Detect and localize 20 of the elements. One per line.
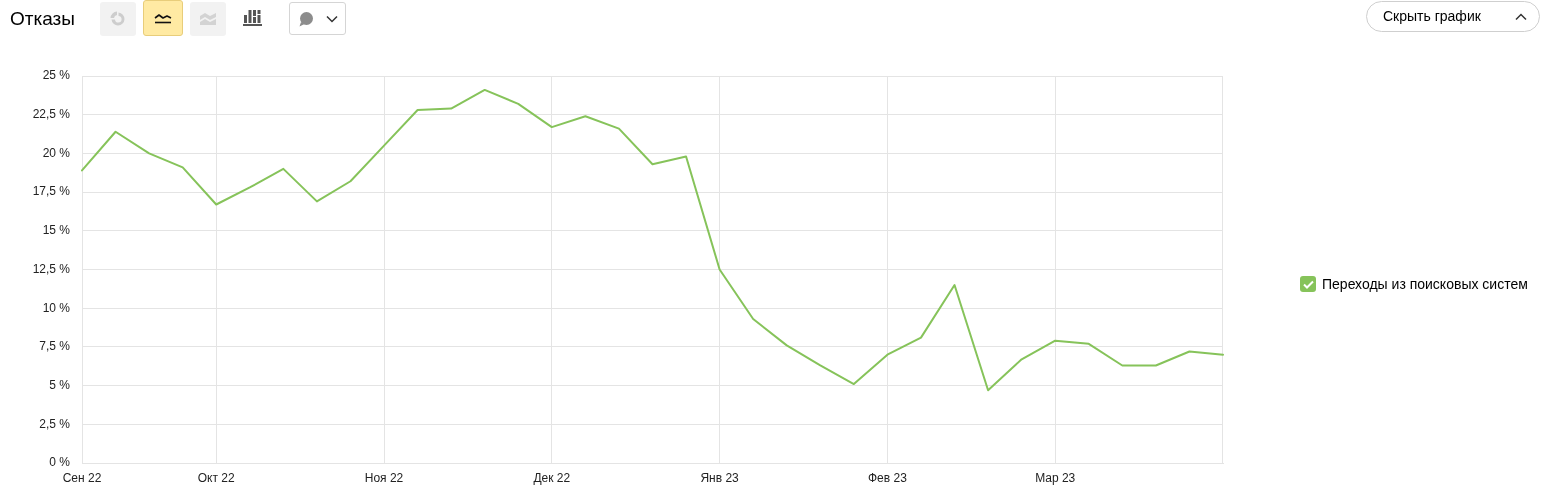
x-tick-label: Дек 22 bbox=[533, 470, 571, 485]
y-tick-label: 25 % bbox=[42, 68, 71, 83]
x-tick-label: Окт 22 bbox=[197, 470, 235, 485]
y-tick-label: 5 % bbox=[49, 377, 71, 392]
y-tick-label: 7,5 % bbox=[39, 339, 71, 354]
x-tick-label: Фев 23 bbox=[867, 470, 908, 485]
chart-title: Отказы bbox=[10, 7, 75, 31]
legend-label: Переходы из поисковых систем bbox=[1322, 276, 1528, 292]
y-tick-label: 22,5 % bbox=[32, 107, 71, 122]
x-tick-label: Янв 23 bbox=[700, 470, 740, 485]
y-tick-label: 20 % bbox=[42, 145, 71, 160]
y-tick-label: 15 % bbox=[42, 223, 71, 238]
y-tick-label: 2,5 % bbox=[39, 416, 71, 431]
y-tick-label: 10 % bbox=[42, 300, 71, 315]
y-tick-label: 12,5 % bbox=[32, 261, 71, 276]
x-tick-label: Мар 23 bbox=[1035, 470, 1076, 485]
y-tick-label: 17,5 % bbox=[32, 184, 71, 199]
x-tick-label: Сен 22 bbox=[62, 470, 102, 485]
y-tick-label: 0 % bbox=[49, 455, 71, 470]
x-tick-label: Ноя 22 bbox=[364, 470, 404, 485]
